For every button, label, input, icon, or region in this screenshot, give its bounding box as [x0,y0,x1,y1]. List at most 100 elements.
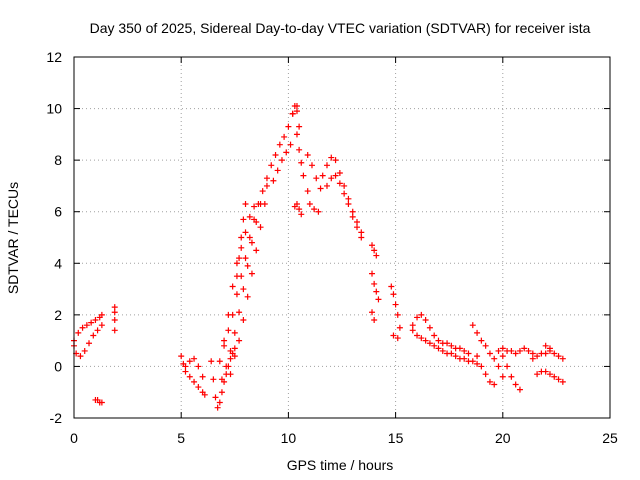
y-tick-label: 10 [46,101,62,117]
data-point [83,322,90,329]
data-point [371,317,378,324]
data-point [508,373,515,380]
data-point [465,350,472,357]
data-point [551,350,558,357]
data-point [369,309,376,316]
axis-ticks: 0 5 10 15 20 25 -2 0 2 4 6 8 10 12 [46,49,618,446]
data-point [409,327,416,334]
data-point [332,172,339,179]
series-afternoon-a [304,151,324,192]
data-point [478,363,485,370]
data-point [499,345,506,352]
data-point [452,353,459,360]
data-point [456,345,463,352]
data-point [227,355,234,362]
data-point [313,175,320,182]
data-point [317,185,324,192]
series-morning-b [182,355,206,380]
data-point [296,146,303,153]
plot-frame [73,56,611,419]
data-point [214,404,221,411]
data-point [248,239,255,246]
data-point [182,363,189,370]
data-point [182,368,189,375]
series-afternoon-d [323,172,365,241]
data-point [240,216,247,223]
data-point [474,353,481,360]
data-point [323,182,330,189]
data-point [227,347,234,354]
data-point [233,273,240,280]
data-point [486,350,493,357]
data-point [240,286,247,293]
data-point [546,371,553,378]
data-point [225,311,232,318]
data-point [244,293,251,300]
data-point [298,211,305,218]
data-point [268,162,275,169]
data-point [336,180,343,187]
data-point [516,386,523,393]
series-late-c [542,342,553,352]
data-point [469,358,476,365]
x-tick-label: 15 [388,430,404,446]
data-point [542,342,549,349]
series-plateau [270,141,294,184]
x-tick-label: 25 [602,430,618,446]
data-point [90,332,97,339]
data-point [482,371,489,378]
data-point [551,373,558,380]
data-point [304,151,311,158]
data-point [341,182,348,189]
data-point [525,347,532,354]
data-point [375,296,382,303]
data-point [542,368,549,375]
data-point [246,234,253,241]
data-point [236,255,243,262]
data-point [308,162,315,169]
data-point [371,280,378,287]
data-point [218,376,225,383]
data-point [191,355,198,362]
data-point [422,337,429,344]
grid-lines [74,57,610,418]
data-point [81,347,88,354]
series-peak-falling [293,131,311,195]
data-point [218,389,225,396]
data-point [521,345,528,352]
data-point [474,360,481,367]
data-point [439,347,446,354]
data-point [88,319,95,326]
data-point [208,358,215,365]
data-point [435,337,442,344]
data-point [369,270,376,277]
series-pm-15h [388,283,403,331]
data-point [354,224,361,231]
data-point [388,283,395,290]
data-point [296,123,303,130]
series-rise-d [227,182,270,378]
series-pm-14h-c [369,309,378,324]
data-point [315,208,322,215]
data-point [98,311,105,318]
series-pm-14h-b [369,270,382,303]
data-point [259,188,266,195]
data-point [444,340,451,347]
data-point [276,141,283,148]
data-point [304,188,311,195]
data-point [261,200,268,207]
data-point [373,252,380,259]
series-rise-c [221,203,258,344]
data-point [274,167,281,174]
data-point [358,234,365,241]
series-evening-f [499,353,523,393]
data-point [499,353,506,360]
data-point [293,108,300,115]
data-point [448,350,455,357]
data-point [486,378,493,385]
data-point [186,373,193,380]
series-rise-b [218,200,264,383]
data-point [92,317,99,324]
data-point [491,381,498,388]
